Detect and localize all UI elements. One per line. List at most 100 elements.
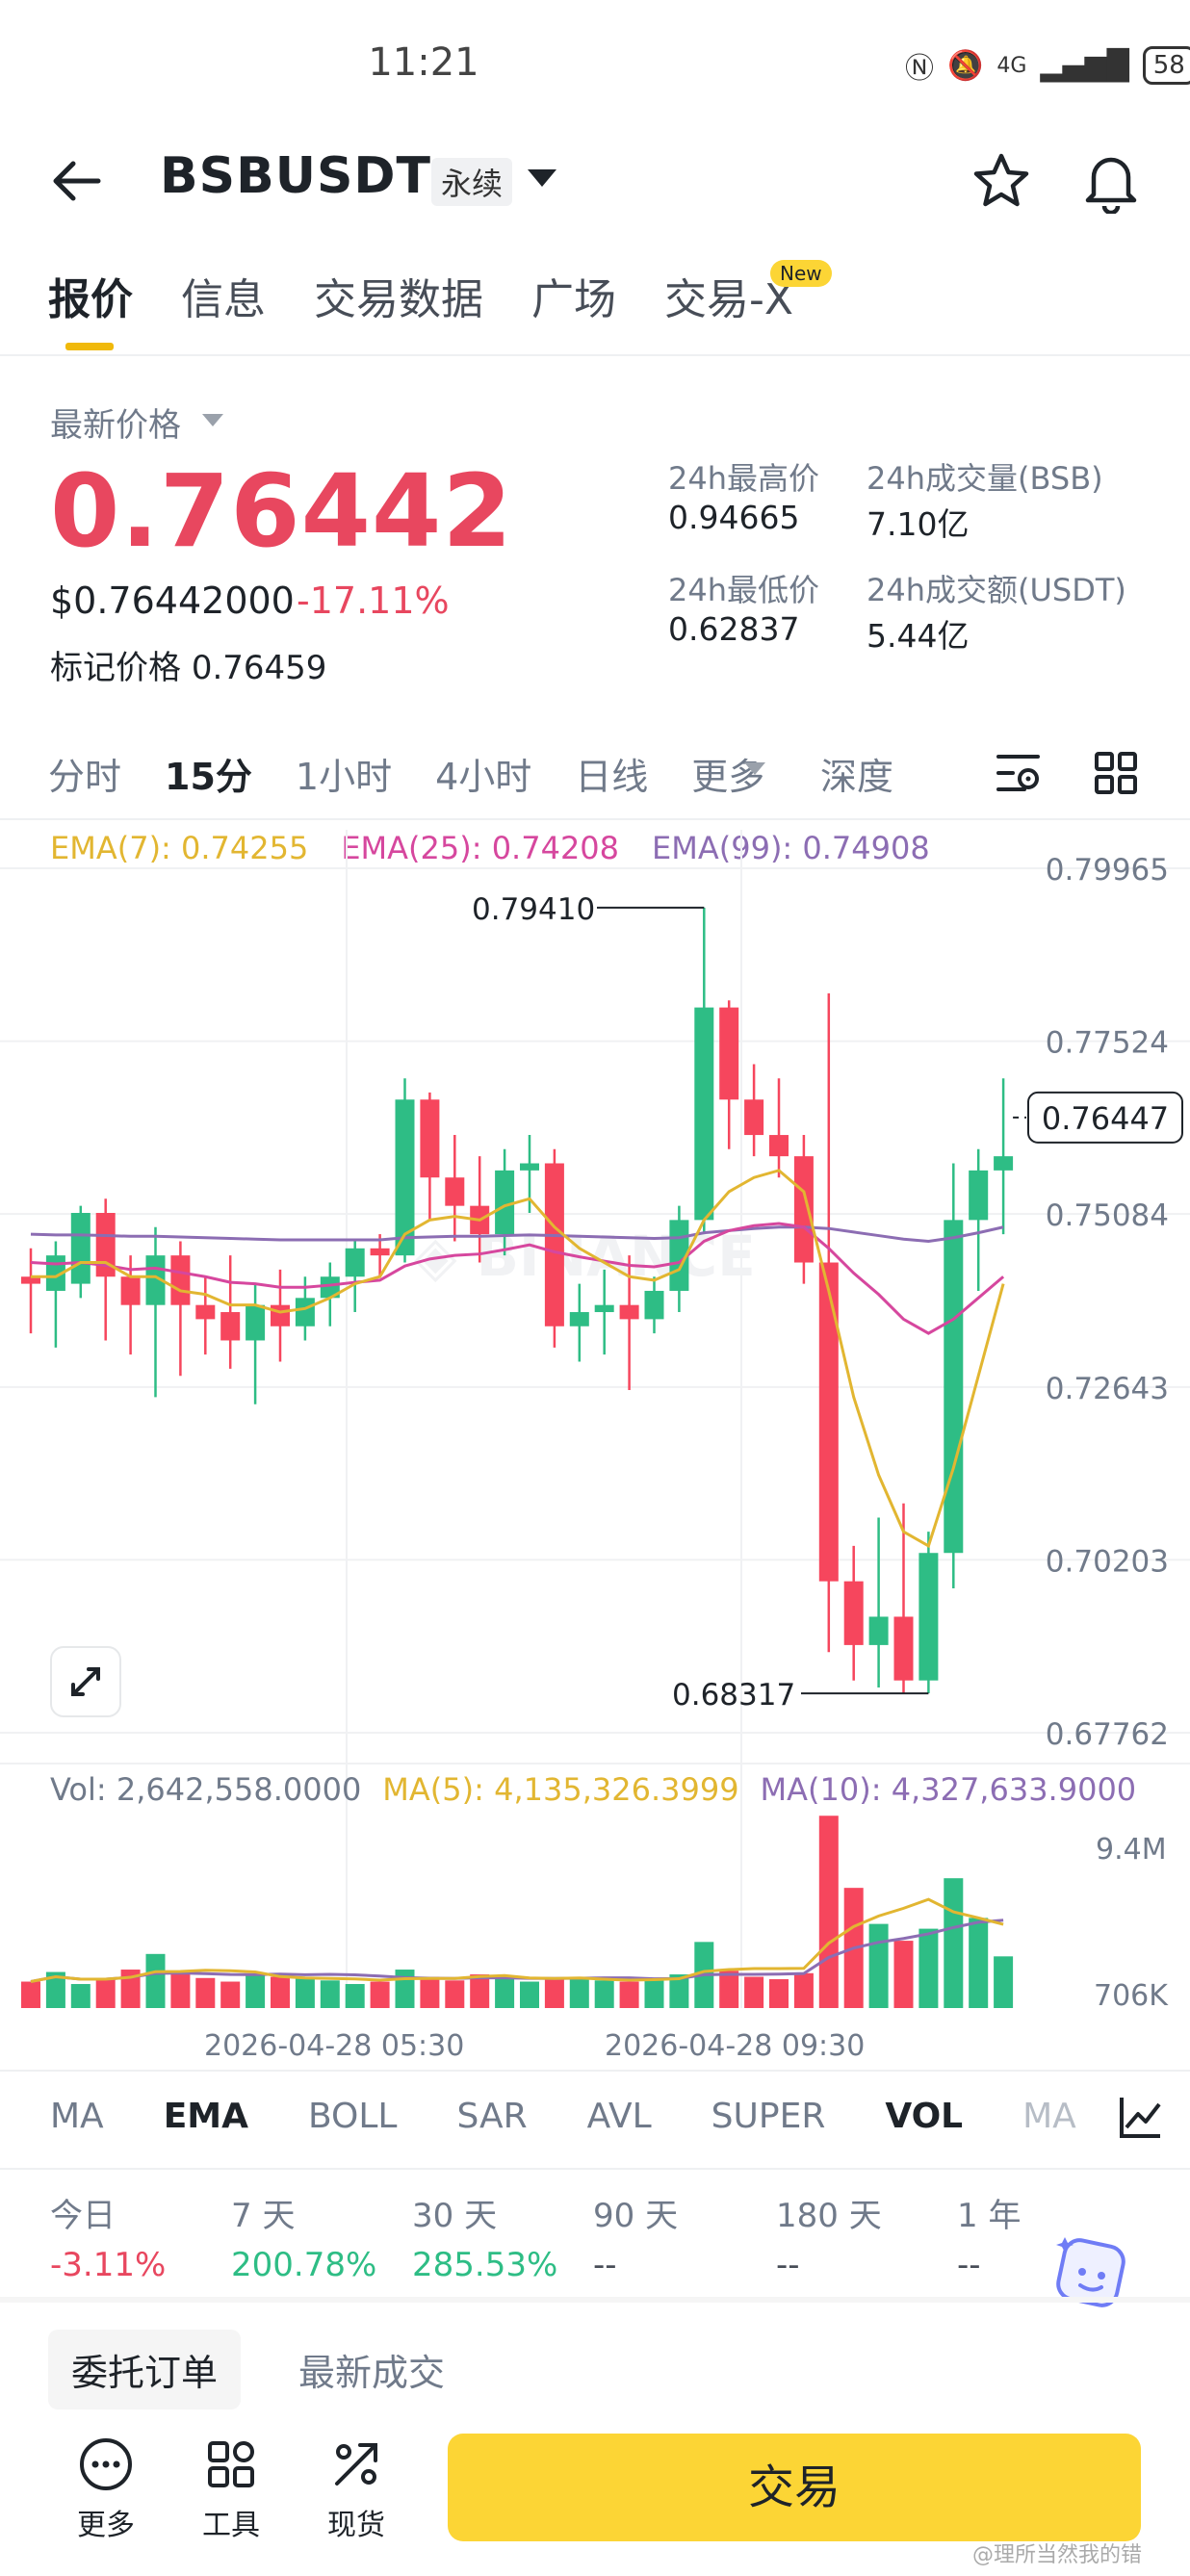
nfc-icon: Ⓝ (905, 52, 934, 86)
tabs-divider (0, 354, 1190, 356)
interval-1d[interactable]: 日线 (575, 756, 649, 798)
volume-bar (969, 1918, 989, 2008)
candle-body (944, 1220, 964, 1554)
candle-body (445, 1177, 465, 1206)
candle-body (420, 1099, 440, 1178)
volume-bar (918, 1928, 939, 2008)
y-tick-label: 0.77524 (1046, 1026, 1169, 1061)
volume-bar (594, 1980, 614, 2008)
volume-bar (320, 1980, 340, 2008)
tab-trade-x[interactable]: 交易-X (664, 275, 794, 324)
indicator-ema[interactable]: EMA (163, 2097, 248, 2136)
chart-settings-icon[interactable] (996, 751, 1044, 795)
perf-90d: 90 天 -- (593, 2189, 678, 2284)
top-tabs: 报价 信息 交易数据 广场 交易-X (48, 265, 793, 326)
tab-info[interactable]: 信息 (181, 275, 266, 324)
symbol-dropdown-icon[interactable] (528, 169, 556, 187)
stat-label-low: 24h最低价 (668, 572, 820, 608)
candle-body (195, 1304, 216, 1320)
perf-7d-label: 7 天 (231, 2197, 296, 2235)
indicator-avl[interactable]: AVL (586, 2097, 652, 2136)
perf-today-label: 今日 (50, 2197, 116, 2235)
volume-bar (868, 1923, 889, 2008)
candle-body (395, 1099, 415, 1256)
interval-15m[interactable]: 15分 (165, 756, 252, 798)
stat-label-volume: 24h成交量(BSB) (867, 460, 1103, 497)
tab-square[interactable]: 广场 (531, 275, 616, 324)
time-tick-2: 2026-04-28 09:30 (605, 2029, 866, 2063)
low-marker-label: 0.68317 (672, 1678, 795, 1713)
volume-bar (719, 1971, 739, 2008)
volume-bar (544, 1979, 564, 2008)
watermark-text: @理所当然我的错 (972, 2543, 1143, 2567)
volume-bar (893, 1941, 914, 2008)
interval-1h[interactable]: 1小时 (295, 756, 393, 798)
indicator-super[interactable]: SUPER (711, 2097, 826, 2136)
favorite-star-icon[interactable] (970, 150, 1032, 212)
tools-button[interactable]: 工具 (202, 2435, 260, 2543)
perf-7d-value: 200.78% (231, 2246, 377, 2284)
volume-bar (370, 1981, 390, 2008)
interval-divider (0, 818, 1190, 820)
volume-bar (120, 1970, 141, 2008)
candle-body (295, 1298, 315, 1327)
perf-1y-label: 1 年 (957, 2197, 1022, 2235)
tab-trading-data[interactable]: 交易数据 (314, 275, 483, 324)
candle-body (320, 1276, 340, 1299)
mute-icon: 🔕 (947, 48, 984, 83)
indicator-boll[interactable]: BOLL (307, 2097, 398, 2136)
candle-body (520, 1163, 539, 1171)
indicator-ma-sub[interactable]: MA (1022, 2097, 1076, 2136)
more-dots-icon (80, 2438, 132, 2490)
perf-30d: 30 天 285.53% (412, 2189, 557, 2284)
stat-label-turnover: 24h成交额(USDT) (867, 572, 1126, 608)
trade-button[interactable]: 交易 (448, 2434, 1141, 2541)
price-type-dropdown-icon[interactable] (202, 414, 223, 426)
interval-4h[interactable]: 4小时 (435, 756, 532, 798)
more-intervals-caret-icon[interactable] (744, 762, 765, 775)
candle-body (594, 1304, 614, 1313)
perf-1y-value: -- (957, 2246, 981, 2284)
stat-value-volume: 7.10亿 (867, 505, 970, 543)
stat-value-low: 0.62837 (668, 610, 800, 648)
latest-trades-tab[interactable]: 最新成交 (298, 2352, 446, 2394)
indicator-ma[interactable]: MA (50, 2097, 104, 2136)
symbol-title[interactable]: BSBUSDT (160, 147, 432, 205)
volume-bar (195, 1977, 216, 2008)
volume-top-tick: 9.4M (1096, 1833, 1167, 1867)
ema25-label: EMA(25): 0.74208 (341, 830, 620, 866)
indicator-vol[interactable]: VOL (885, 2097, 964, 2136)
depth-tab[interactable]: 深度 (820, 756, 894, 798)
candle-body (744, 1099, 764, 1136)
candle-body (170, 1255, 191, 1305)
volume-bar (470, 1974, 490, 2008)
signal-icon: ▂▄▆█ (1040, 48, 1129, 83)
more-button[interactable]: 更多 (77, 2435, 135, 2543)
volume-bar (345, 1984, 365, 2008)
volume-bar (944, 1878, 964, 2008)
volume-bar (994, 1956, 1014, 2008)
latest-price-label[interactable]: 最新价格 (50, 406, 181, 445)
indicator-sar[interactable]: SAR (456, 2097, 528, 2136)
volume-bar (145, 1953, 166, 2008)
spot-label: 现货 (327, 2509, 385, 2542)
interval-line[interactable]: 分时 (48, 756, 122, 798)
candle-body (694, 1007, 714, 1221)
candle-body (21, 1276, 40, 1284)
indicator-chart-icon[interactable] (1117, 2093, 1165, 2141)
spot-button[interactable]: 现货 (327, 2435, 385, 2543)
fullscreen-button[interactable] (50, 1646, 121, 1717)
volume-bar (793, 1972, 814, 2008)
battery-icon: 58 (1142, 46, 1190, 85)
perf-30d-value: 285.53% (412, 2246, 558, 2284)
grid-layout-icon[interactable] (1094, 751, 1138, 795)
candle-body (868, 1616, 889, 1645)
back-arrow-icon[interactable] (48, 152, 106, 210)
open-orders-tab[interactable]: 委托订单 (48, 2330, 242, 2409)
tab-quote[interactable]: 报价 (48, 275, 133, 324)
candle-body (719, 1007, 739, 1100)
candlestick-chart[interactable]: 0.79965 0.77524 0.75084 0.72643 0.70203 0.677… (0, 828, 1190, 2022)
candle-body (619, 1304, 639, 1320)
bell-icon[interactable] (1080, 148, 1142, 214)
high-marker-label: 0.79410 (472, 892, 595, 927)
